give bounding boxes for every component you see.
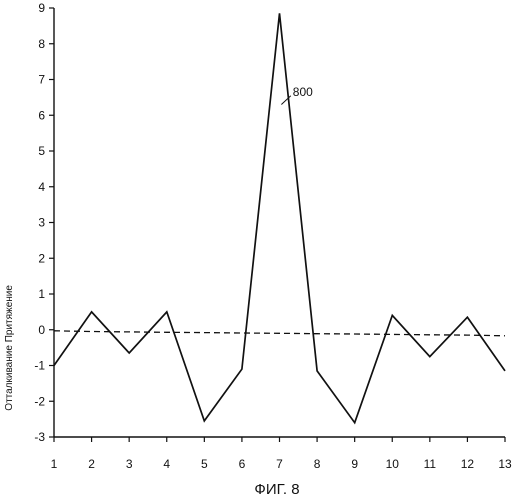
x-tick-label: 9 [351, 457, 358, 471]
x-tick-label: 11 [424, 457, 437, 471]
x-tick-label: 8 [314, 457, 321, 471]
y-tick-label: 1 [38, 287, 45, 301]
y-tick-label: 3 [38, 216, 45, 230]
y-tick-label: 4 [38, 180, 45, 194]
series-line-solid [54, 13, 505, 422]
series [54, 13, 505, 422]
y-tick-label: 0 [38, 323, 45, 337]
axes [54, 8, 505, 437]
y-tick-label: 9 [38, 1, 45, 15]
y-tick-label: 7 [38, 73, 45, 87]
y-tick-label: 2 [38, 251, 45, 265]
y-axis-label: Отталкивание Притяжение [4, 285, 15, 411]
x-tick-label: 1 [51, 457, 58, 471]
x-tick-label: 13 [498, 457, 512, 471]
y-tick-label: -1 [34, 359, 45, 373]
figure-caption: ФИГ. 8 [254, 481, 299, 498]
y-tick-label: 6 [38, 108, 45, 122]
x-tick-label: 5 [201, 457, 208, 471]
x-tick-label: 3 [126, 457, 133, 471]
y-tick-label: -2 [34, 394, 45, 408]
series-line-dashed [54, 331, 505, 336]
x-tick-label: 6 [239, 457, 246, 471]
x-tick-label: 7 [276, 457, 283, 471]
annotation-label: 800 [293, 85, 313, 99]
y-tick-label: 8 [38, 37, 45, 51]
x-tick-label: 12 [461, 457, 475, 471]
x-tick-label: 4 [163, 457, 170, 471]
annotations: 800 [281, 85, 313, 105]
x-tick-label: 10 [386, 457, 400, 471]
x-tick-label: 2 [88, 457, 95, 471]
y-tick-label: -3 [34, 430, 45, 444]
y-tick-label: 5 [38, 144, 45, 158]
